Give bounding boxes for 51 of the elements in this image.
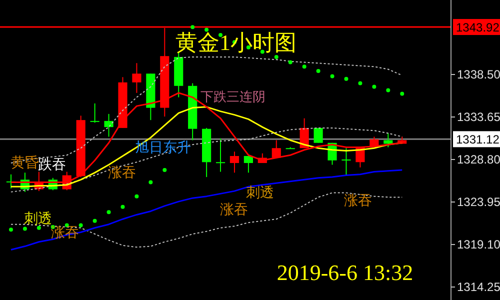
- point: [316, 68, 320, 73]
- point: [92, 218, 97, 223]
- point: [148, 180, 153, 184]
- point: [8, 228, 13, 232]
- point: [358, 81, 362, 86]
- candlestick: [384, 132, 393, 148]
- point: [78, 223, 83, 228]
- candlestick: [104, 113, 114, 138]
- annotation: 旭日东升: [135, 139, 191, 155]
- candlestick: [90, 102, 100, 124]
- candlestick: [244, 156, 253, 174]
- annotation: 涨吞: [344, 192, 372, 208]
- candlestick: [272, 140, 281, 158]
- point: [106, 210, 111, 214]
- point: [302, 64, 306, 69]
- point: [372, 84, 376, 89]
- point: [274, 54, 278, 59]
- point: [36, 226, 41, 230]
- candlestick: [342, 148, 351, 176]
- annotation: 刺透: [246, 184, 274, 200]
- text: 黄金1小时图: [176, 30, 296, 55]
- point: [134, 194, 139, 198]
- annotation: 涨吞: [220, 201, 248, 217]
- candlestick: [314, 127, 323, 144]
- point: [190, 25, 195, 30]
- ref-line-label: 1331.12: [456, 132, 500, 147]
- candlestick: [132, 62, 142, 94]
- annotation: 跌吞: [38, 156, 66, 172]
- point: [22, 226, 27, 231]
- point: [204, 28, 209, 32]
- point: [344, 76, 348, 81]
- point: [400, 92, 404, 96]
- y-tick-label: 1328.80: [457, 152, 500, 167]
- y-tick-label: 1314.25: [457, 280, 500, 294]
- annotation: 涨吞: [108, 164, 136, 180]
- annotation: 刺透: [24, 210, 52, 226]
- ref-line-label: 1343.92: [456, 20, 500, 34]
- candlestick: [230, 151, 240, 174]
- y-tick-label: 1323.95: [457, 195, 500, 210]
- point: [288, 60, 292, 64]
- point: [120, 204, 125, 209]
- y-tick-label: 1319.10: [457, 238, 500, 252]
- point: [330, 74, 334, 78]
- annotation: 2019-6-6 13:32: [276, 260, 414, 285]
- y-tick-label: 1338.50: [457, 67, 500, 82]
- annotation: 黄昏: [11, 154, 39, 170]
- point: [162, 168, 167, 172]
- annotation: 下跌三连阴: [200, 89, 266, 104]
- point: [386, 88, 390, 92]
- candlestick: [216, 138, 226, 172]
- y-tick-label: 1333.65: [457, 110, 500, 124]
